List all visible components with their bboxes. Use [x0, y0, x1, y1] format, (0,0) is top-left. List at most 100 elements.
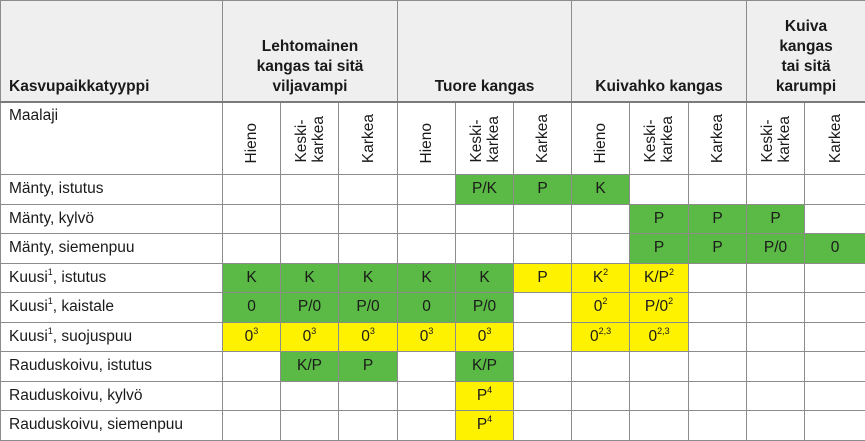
method-cell — [223, 234, 281, 264]
soil-label: Keski- karkea — [759, 116, 793, 163]
method-cell — [689, 263, 747, 293]
method-cell — [339, 204, 398, 234]
soil-header: Keski- karkea — [630, 102, 689, 175]
soil-header: Karkea — [689, 102, 747, 175]
soil-header: Karkea — [339, 102, 398, 175]
method-cell: K — [223, 263, 281, 293]
soil-header: Hieno — [572, 102, 630, 175]
method-cell — [747, 322, 805, 352]
method-cell — [747, 175, 805, 205]
method-cell — [747, 352, 805, 382]
species-name: Kuusi — [9, 298, 48, 315]
method-cell — [398, 381, 456, 411]
method-code: 0 — [648, 328, 657, 345]
method-cell — [281, 411, 339, 441]
method-cell: 0 — [223, 293, 281, 323]
method-code: 0 — [831, 239, 840, 256]
method-cell — [630, 352, 689, 382]
soil-label: Keski- karkea — [642, 116, 676, 163]
method-cell: 03 — [223, 322, 281, 352]
group-header-dry: Kuiva kangas tai sitä karumpi — [747, 1, 865, 102]
method-cell — [630, 381, 689, 411]
group-label: Kuivahko kangas — [595, 78, 723, 95]
method-cell — [689, 175, 747, 205]
method-cell: P4 — [456, 411, 514, 441]
footnote-mark: 1 — [48, 326, 53, 336]
method-code: K — [246, 269, 256, 286]
soil-header: Keski- karkea — [747, 102, 805, 175]
method-cell: P — [514, 175, 572, 205]
method-cell — [514, 322, 572, 352]
method-cell — [398, 175, 456, 205]
method-code: 0 — [303, 328, 312, 345]
method-cell: 02,3 — [630, 322, 689, 352]
method-cell — [339, 175, 398, 205]
method-code: K — [595, 180, 605, 197]
method-cell: P — [339, 352, 398, 382]
soil-label: Karkea — [360, 114, 377, 163]
species-name: Mänty, siemenpuu — [9, 239, 135, 256]
method-cell: P/02 — [630, 293, 689, 323]
footnote-mark: 2,3 — [657, 326, 670, 336]
method-cell — [805, 293, 865, 323]
method-cell — [223, 411, 281, 441]
method-cell — [805, 381, 865, 411]
method-cell: 03 — [339, 322, 398, 352]
method-code: 0 — [245, 328, 254, 345]
method-cell — [630, 411, 689, 441]
method-code: P/0 — [645, 298, 668, 315]
method-cell: 03 — [398, 322, 456, 352]
footnote-mark: 1 — [48, 267, 53, 277]
method-cell — [339, 411, 398, 441]
method-code: K — [479, 269, 489, 286]
method-cell: K — [281, 263, 339, 293]
method-name: , kaistale — [53, 298, 114, 315]
method-cell — [398, 352, 456, 382]
group-header-fresh: Tuore kangas — [398, 1, 572, 102]
method-code: K/P — [297, 357, 322, 374]
footnote-mark: 2 — [602, 296, 607, 306]
footnote-mark: 3 — [253, 326, 258, 336]
method-code: P — [477, 416, 487, 433]
method-cell — [805, 175, 865, 205]
method-code: P/K — [472, 180, 497, 197]
method-cell — [572, 411, 630, 441]
method-cell — [223, 381, 281, 411]
method-cell — [572, 204, 630, 234]
subheader-row: Maalaji Hieno Keski- karkea Karkea Hieno… — [1, 102, 865, 175]
species-name: Kuusi — [9, 269, 48, 286]
method-code: P — [770, 210, 780, 227]
method-cell: K/P — [456, 352, 514, 382]
group-label: Kuiva kangas tai sitä karumpi — [776, 18, 836, 95]
soil-label: Keski- karkea — [293, 116, 327, 163]
method-cell — [805, 352, 865, 382]
footnote-mark: 2,3 — [599, 326, 612, 336]
method-cell: P — [689, 204, 747, 234]
method-cell: 0 — [805, 234, 865, 264]
row-label: Rauduskoivu, kylvö — [1, 381, 223, 411]
soil-label: Hieno — [243, 123, 260, 164]
method-cell — [805, 204, 865, 234]
method-cell: K/P2 — [630, 263, 689, 293]
method-code: P/0 — [764, 239, 787, 256]
row-label: Mänty, kylvö — [1, 204, 223, 234]
method-cell — [514, 352, 572, 382]
group-header-sub-dry: Kuivahko kangas — [572, 1, 747, 102]
method-cell — [398, 204, 456, 234]
method-cell — [398, 411, 456, 441]
method-cell: 03 — [456, 322, 514, 352]
soil-header: Karkea — [805, 102, 865, 175]
footnote-mark: 4 — [487, 385, 492, 395]
method-name: , suojuspuu — [53, 328, 132, 345]
soil-header: Hieno — [398, 102, 456, 175]
method-cell — [339, 381, 398, 411]
method-cell: P — [514, 263, 572, 293]
species-name: Rauduskoivu, siemenpuu — [9, 416, 183, 433]
footnote-mark: 1 — [48, 296, 53, 306]
method-cell: P/0 — [339, 293, 398, 323]
